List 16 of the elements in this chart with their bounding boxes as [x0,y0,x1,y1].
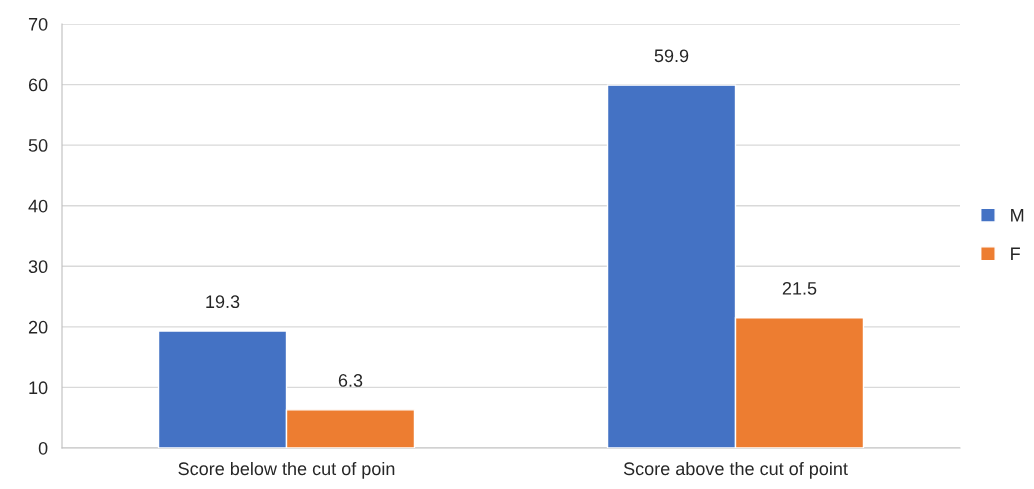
y-tick-label: 30 [28,260,48,274]
y-tick-label: 50 [28,139,48,152]
y-tick-label: 40 [28,199,48,213]
data-label: 59.9 [654,49,689,63]
x-tick-label: Score above the cut of point [623,461,848,479]
data-label: 6.3 [338,374,363,387]
legend-label: F [1011,247,1020,261]
legend-label: M [1011,209,1024,222]
x-tick-label: Score below the cut of poin [178,461,395,479]
data-label: 19.3 [206,295,240,309]
data-label: 21.5 [782,281,817,295]
y-tick-label: 20 [28,320,48,334]
y-tick-label: 0 [38,441,48,455]
y-tick-label: 10 [29,381,48,395]
y-tick-label: 70 [28,17,48,31]
y-tick-label: 60 [28,78,48,92]
